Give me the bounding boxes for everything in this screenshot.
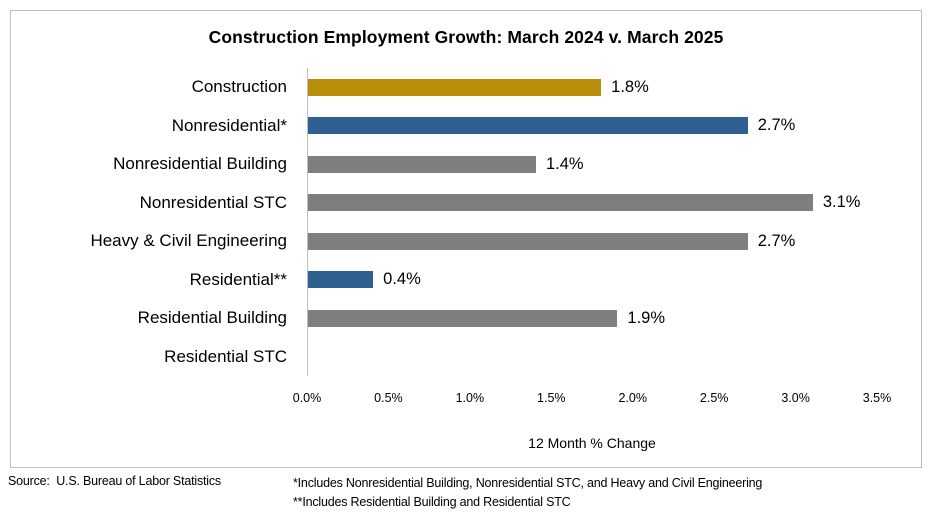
bar	[308, 232, 748, 250]
x-axis-title: 12 Month % Change	[528, 435, 656, 451]
category-label: Construction	[191, 77, 287, 97]
chart-title: Construction Employment Growth: March 20…	[208, 27, 724, 47]
x-tick-label: 2.5%	[699, 391, 729, 405]
x-tick-label: 3.5%	[862, 391, 892, 405]
source-text: Source: U.S. Bureau of Labor Statistics	[8, 474, 221, 488]
x-tick-label: 2.0%	[618, 391, 647, 405]
category-label: Nonresidential*	[171, 115, 287, 135]
data-label: 2.7%	[757, 231, 796, 250]
data-label: 1.9%	[627, 308, 666, 327]
category-label: Residential STC	[164, 346, 287, 366]
footnote-2: **Includes Residential Building and Resi…	[293, 495, 571, 509]
category-label: Nonresidential Building	[113, 154, 287, 174]
bar-row: 2.7%	[308, 222, 908, 261]
bar-row: 0.4%	[308, 261, 908, 300]
data-label: 2.7%	[757, 116, 796, 135]
data-label: 1.4%	[546, 154, 584, 173]
data-label: 0.4%	[383, 270, 421, 289]
x-tick-label: 1.5%	[537, 391, 566, 405]
bar-row: 1.4%	[308, 145, 908, 184]
plot-area: 1.8% 2.7% 1.4% 3.1% 2.7% 0.4% 1.9%	[307, 68, 908, 376]
x-tick-label: 1.0%	[455, 391, 485, 405]
bar-row: 1.9%	[308, 299, 908, 338]
bar	[308, 78, 602, 96]
bar	[308, 117, 748, 135]
bar-row: 3.1%	[308, 184, 908, 223]
chart-box: Construction Employment Growth: March 20…	[10, 10, 922, 468]
x-tick-label: 0.5%	[374, 391, 403, 405]
bar	[308, 194, 813, 212]
bar-row: 1.8%	[308, 68, 908, 107]
category-label: Heavy & Civil Engineering	[90, 231, 287, 251]
bar	[308, 309, 618, 327]
footnotes: *Includes Nonresidential Building, Nonre…	[293, 474, 762, 512]
category-axis: Construction Nonresidential* Nonresidentia…	[11, 68, 297, 376]
category-label: Residential**	[189, 269, 287, 289]
x-tick-label: 0.0%	[292, 391, 322, 405]
bar	[308, 271, 374, 289]
bar	[308, 155, 536, 173]
bar-row: 2.7%	[308, 107, 908, 146]
x-axis-ticks: 0.0% 0.5% 1.0% 1.5% 2.0% 2.5% 3.0% 3.5%	[293, 391, 892, 407]
data-label: 1.8%	[611, 77, 649, 96]
bar-row	[308, 338, 908, 377]
data-label: 3.1%	[822, 193, 861, 212]
category-label: Nonresidential STC	[139, 192, 287, 212]
category-label: Residential Building	[137, 308, 287, 328]
footnote-1: *Includes Nonresidential Building, Nonre…	[293, 476, 763, 490]
x-tick-label: 3.0%	[781, 391, 810, 405]
